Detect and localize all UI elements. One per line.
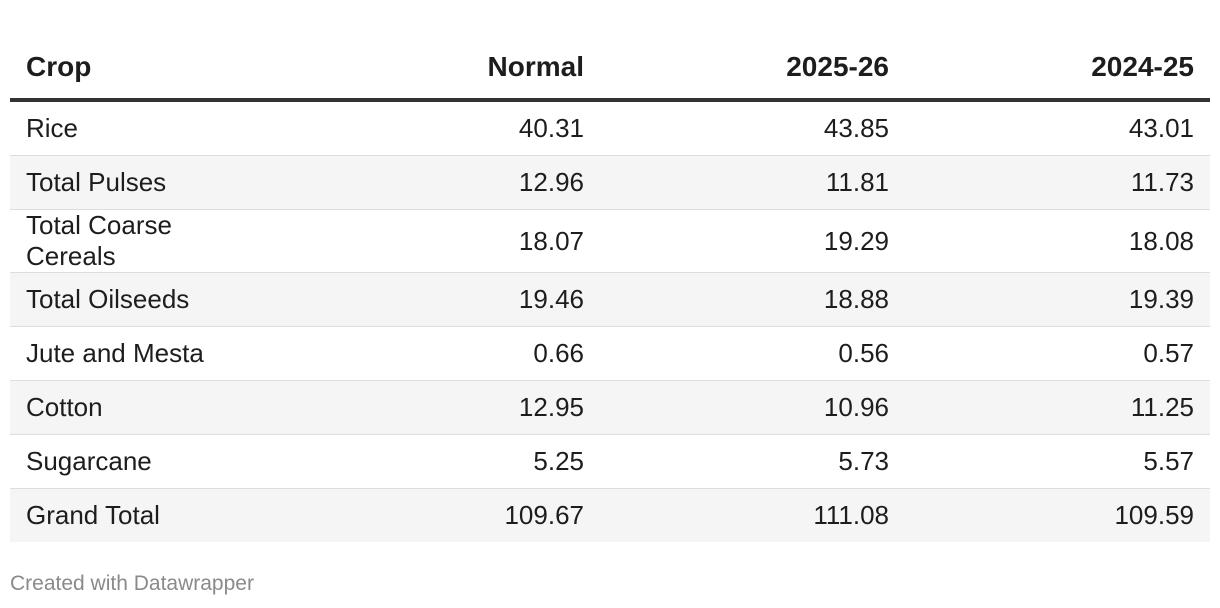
cell-2024-25: 11.73 — [905, 155, 1210, 210]
cell-crop: Total Pulses — [10, 155, 280, 210]
cell-normal: 12.96 — [280, 155, 600, 210]
cell-2025-26: 19.29 — [600, 209, 905, 273]
cell-crop: Cotton — [10, 380, 280, 435]
table-body: Rice 40.31 43.85 43.01 Total Pulses 12.9… — [10, 100, 1210, 542]
table-row: Cotton 12.95 10.96 11.25 — [10, 380, 1210, 435]
cell-crop: Total Oilseeds — [10, 272, 280, 327]
header-crop: Crop — [10, 36, 280, 102]
table-row: Total Oilseeds 19.46 18.88 19.39 — [10, 272, 1210, 327]
table-row: Jute and Mesta 0.66 0.56 0.57 — [10, 326, 1210, 381]
cell-2024-25: 11.25 — [905, 380, 1210, 435]
cell-2024-25: 0.57 — [905, 326, 1210, 381]
table-row: Total Coarse Cereals 18.07 19.29 18.08 — [10, 209, 1210, 273]
table-header: Crop Normal 2025-26 2024-25 — [10, 36, 1210, 102]
header-normal: Normal — [280, 36, 600, 102]
crop-table-container: Crop Normal 2025-26 2024-25 Rice 40.31 4… — [10, 36, 1210, 542]
header-2025-26: 2025-26 — [600, 36, 905, 102]
table-row: Total Pulses 12.96 11.81 11.73 — [10, 155, 1210, 210]
datawrapper-credit[interactable]: Created with Datawrapper — [10, 572, 254, 595]
table-row: Rice 40.31 43.85 43.01 — [10, 100, 1210, 156]
cell-2024-25: 18.08 — [905, 209, 1210, 273]
cell-2025-26: 111.08 — [600, 488, 905, 542]
header-row: Crop Normal 2025-26 2024-25 — [10, 36, 1210, 102]
cell-2024-25: 109.59 — [905, 488, 1210, 542]
header-2024-25: 2024-25 — [905, 36, 1210, 102]
cell-normal: 40.31 — [280, 100, 600, 156]
cell-2025-26: 43.85 — [600, 100, 905, 156]
cell-2025-26: 5.73 — [600, 434, 905, 489]
cell-2025-26: 18.88 — [600, 272, 905, 327]
cell-crop: Grand Total — [10, 488, 280, 542]
cell-normal: 19.46 — [280, 272, 600, 327]
table-row-total: Grand Total 109.67 111.08 109.59 — [10, 488, 1210, 542]
cell-2025-26: 11.81 — [600, 155, 905, 210]
cell-2025-26: 0.56 — [600, 326, 905, 381]
cell-2024-25: 5.57 — [905, 434, 1210, 489]
table-row: Sugarcane 5.25 5.73 5.57 — [10, 434, 1210, 489]
cell-crop: Jute and Mesta — [10, 326, 280, 381]
cell-2024-25: 43.01 — [905, 100, 1210, 156]
cell-normal: 109.67 — [280, 488, 600, 542]
cell-crop: Sugarcane — [10, 434, 280, 489]
cell-normal: 12.95 — [280, 380, 600, 435]
cell-2024-25: 19.39 — [905, 272, 1210, 327]
cell-normal: 0.66 — [280, 326, 600, 381]
crop-table: Crop Normal 2025-26 2024-25 Rice 40.31 4… — [10, 36, 1210, 542]
cell-crop: Total Coarse Cereals — [10, 209, 280, 273]
cell-2025-26: 10.96 — [600, 380, 905, 435]
cell-normal: 5.25 — [280, 434, 600, 489]
cell-normal: 18.07 — [280, 209, 600, 273]
cell-crop: Rice — [10, 100, 280, 156]
